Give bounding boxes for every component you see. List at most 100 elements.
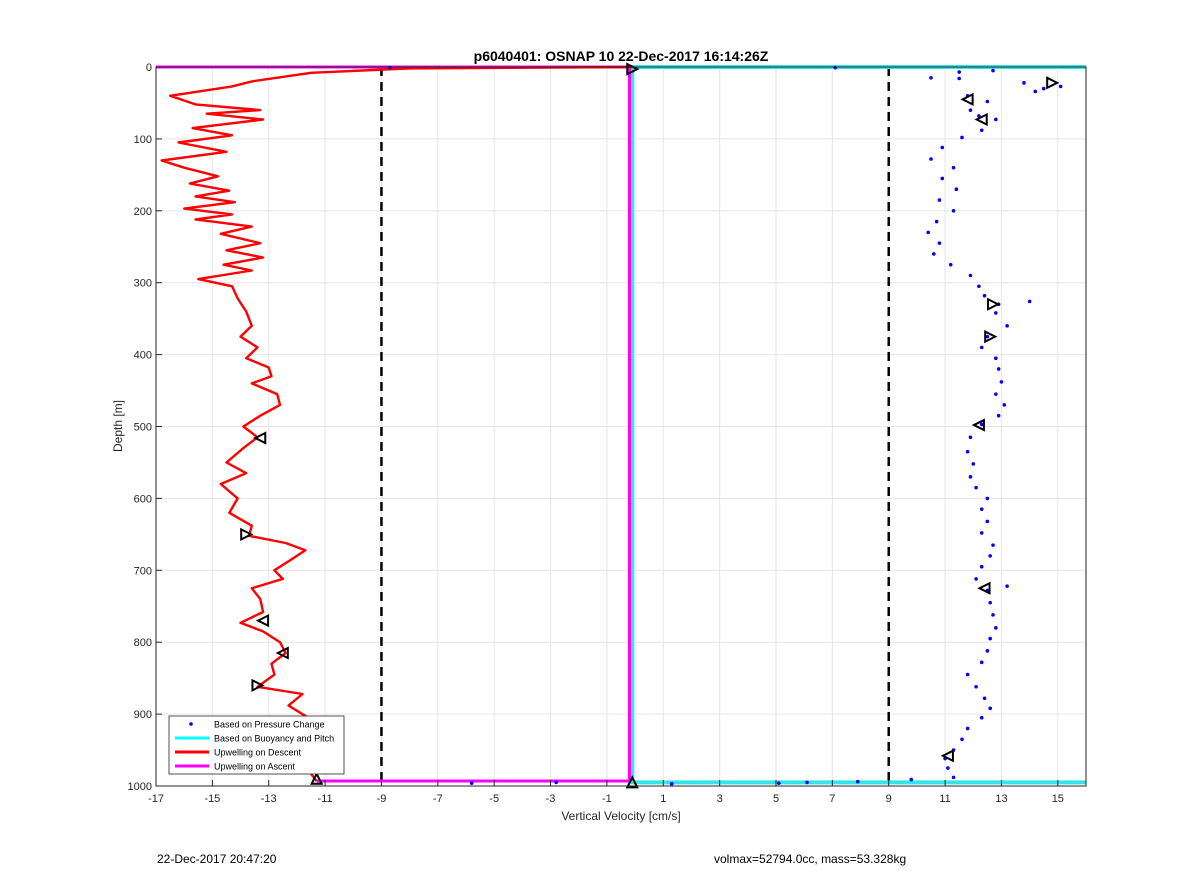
x-tick-label: -13 <box>261 793 277 805</box>
y-axis-label: Depth [m] <box>111 400 125 452</box>
pressure-change-point <box>554 780 558 785</box>
x-tick-label: 1 <box>660 793 666 805</box>
triangle-marker <box>251 678 265 692</box>
legend-label: Based on Pressure Change <box>214 720 325 730</box>
pressure-change-point <box>833 65 837 70</box>
triangle-marker <box>977 581 991 595</box>
footer-timestamp: 22-Dec-2017 20:47:20 <box>157 852 277 866</box>
pressure-change-point <box>968 108 973 112</box>
pressure-change-point <box>951 165 956 170</box>
x-tick-label: -7 <box>433 793 443 805</box>
triangle-marker <box>253 431 267 445</box>
pressure-change-point <box>957 70 961 74</box>
pressure-change-point <box>932 252 936 256</box>
triangle-marker <box>625 775 639 789</box>
triangle-marker <box>255 614 270 628</box>
y-tick-label: 800 <box>134 637 152 649</box>
pressure-change-point <box>1002 403 1007 407</box>
pressure-change-point <box>934 219 939 224</box>
y-tick-label: 600 <box>134 493 152 505</box>
x-tick-label: -15 <box>204 793 220 805</box>
pressure-change-point <box>977 114 981 118</box>
x-tick-label: -11 <box>318 793 333 805</box>
pressure-change-point <box>979 507 984 511</box>
pressure-change-point <box>971 462 976 466</box>
pressure-change-point <box>940 145 945 150</box>
legend-label: Based on Buoyancy and Pitch <box>214 734 334 744</box>
x-tick-label: 15 <box>1052 793 1064 805</box>
pressure-change-point <box>985 649 990 653</box>
pressure-change-point <box>960 737 964 742</box>
y-tick-label: 100 <box>134 134 152 146</box>
pressure-change-point <box>940 176 945 181</box>
pressure-change-point <box>965 726 970 731</box>
pressure-change-point <box>994 626 998 630</box>
pressure-change-point <box>909 777 914 782</box>
pressure-change-point <box>957 76 961 81</box>
pressure-change-point <box>974 577 978 581</box>
pressure-change-point <box>948 262 953 267</box>
pressure-change-point <box>985 496 990 501</box>
x-tick-label: -5 <box>489 793 499 805</box>
pressure-change-point <box>1027 299 1032 304</box>
pressure-change-point <box>968 435 973 440</box>
pressure-change-point <box>929 75 933 80</box>
pressure-change-point <box>994 392 998 396</box>
pressure-change-point <box>979 564 984 569</box>
pressure-change-point <box>929 157 933 161</box>
axis-ticks: -17 -15 -13 -11 -9 -7 -5 -3 -1 1 3 5 7 9 11 13 150100200… <box>128 62 1064 805</box>
pressure-change-point <box>805 780 809 785</box>
triangle-marker <box>1046 76 1060 90</box>
pressure-change-point <box>979 128 984 133</box>
pressure-change-point <box>991 543 995 547</box>
pressure-change-point <box>937 198 942 202</box>
legend-label: Upwelling on Descent <box>214 748 302 758</box>
triangle-marker <box>940 749 954 763</box>
pressure-change-point <box>988 554 992 558</box>
triangle-marker <box>275 646 289 660</box>
pressure-change-point <box>996 413 1001 418</box>
chart-title: p6040401: OSNAP 10 22-Dec-2017 16:14:26Z <box>474 48 769 64</box>
pressure-change-point <box>1022 81 1026 85</box>
pressure-change-point <box>388 65 392 70</box>
pressure-change-point <box>977 284 981 289</box>
y-tick-label: 1000 <box>128 781 152 793</box>
pressure-change-point <box>1033 89 1038 94</box>
y-tick-label: 900 <box>134 709 152 721</box>
pressure-change-point <box>1005 324 1009 328</box>
pressure-change-point <box>994 117 998 122</box>
pressure-change-point <box>855 779 860 784</box>
pressure-change-point <box>965 449 970 454</box>
y-tick-label: 0 <box>146 62 152 74</box>
triangle-marker <box>984 330 998 344</box>
pressure-change-point <box>991 68 995 73</box>
pressure-change-point <box>960 135 964 140</box>
pressure-change-point <box>985 519 990 524</box>
pressure-change-point <box>937 241 942 245</box>
legend-label: Upwelling on Ascent <box>214 762 296 772</box>
pressure-change-point <box>985 334 990 339</box>
y-tick-label: 200 <box>134 206 152 218</box>
x-tick-label: 9 <box>886 793 892 805</box>
x-tick-label: 13 <box>995 793 1007 805</box>
pressure-change-point <box>988 600 992 605</box>
pressure-change-point <box>777 781 781 785</box>
triangle-marker <box>960 92 974 106</box>
pressure-change-point <box>1041 86 1046 91</box>
x-axis-label: Vertical Velocity [cm/s] <box>561 809 680 823</box>
pressure-change-point <box>982 696 987 701</box>
pressure-change-point <box>988 706 992 711</box>
footer-volmax-mass: volmax=52794.0cc, mass=53.328kg <box>714 852 907 866</box>
x-tick-label: 3 <box>717 793 723 805</box>
legend-box <box>168 715 345 775</box>
y-tick-label: 500 <box>134 422 152 434</box>
pressure-change-point <box>968 273 973 278</box>
legend-marker-dot <box>189 722 193 726</box>
pressure-change-point <box>979 531 984 535</box>
pressure-change-point <box>979 422 984 427</box>
pressure-change-point <box>991 613 995 617</box>
pressure-change-point <box>1058 84 1063 89</box>
triangle-marker <box>240 527 254 541</box>
triangle-marker <box>987 297 1001 311</box>
